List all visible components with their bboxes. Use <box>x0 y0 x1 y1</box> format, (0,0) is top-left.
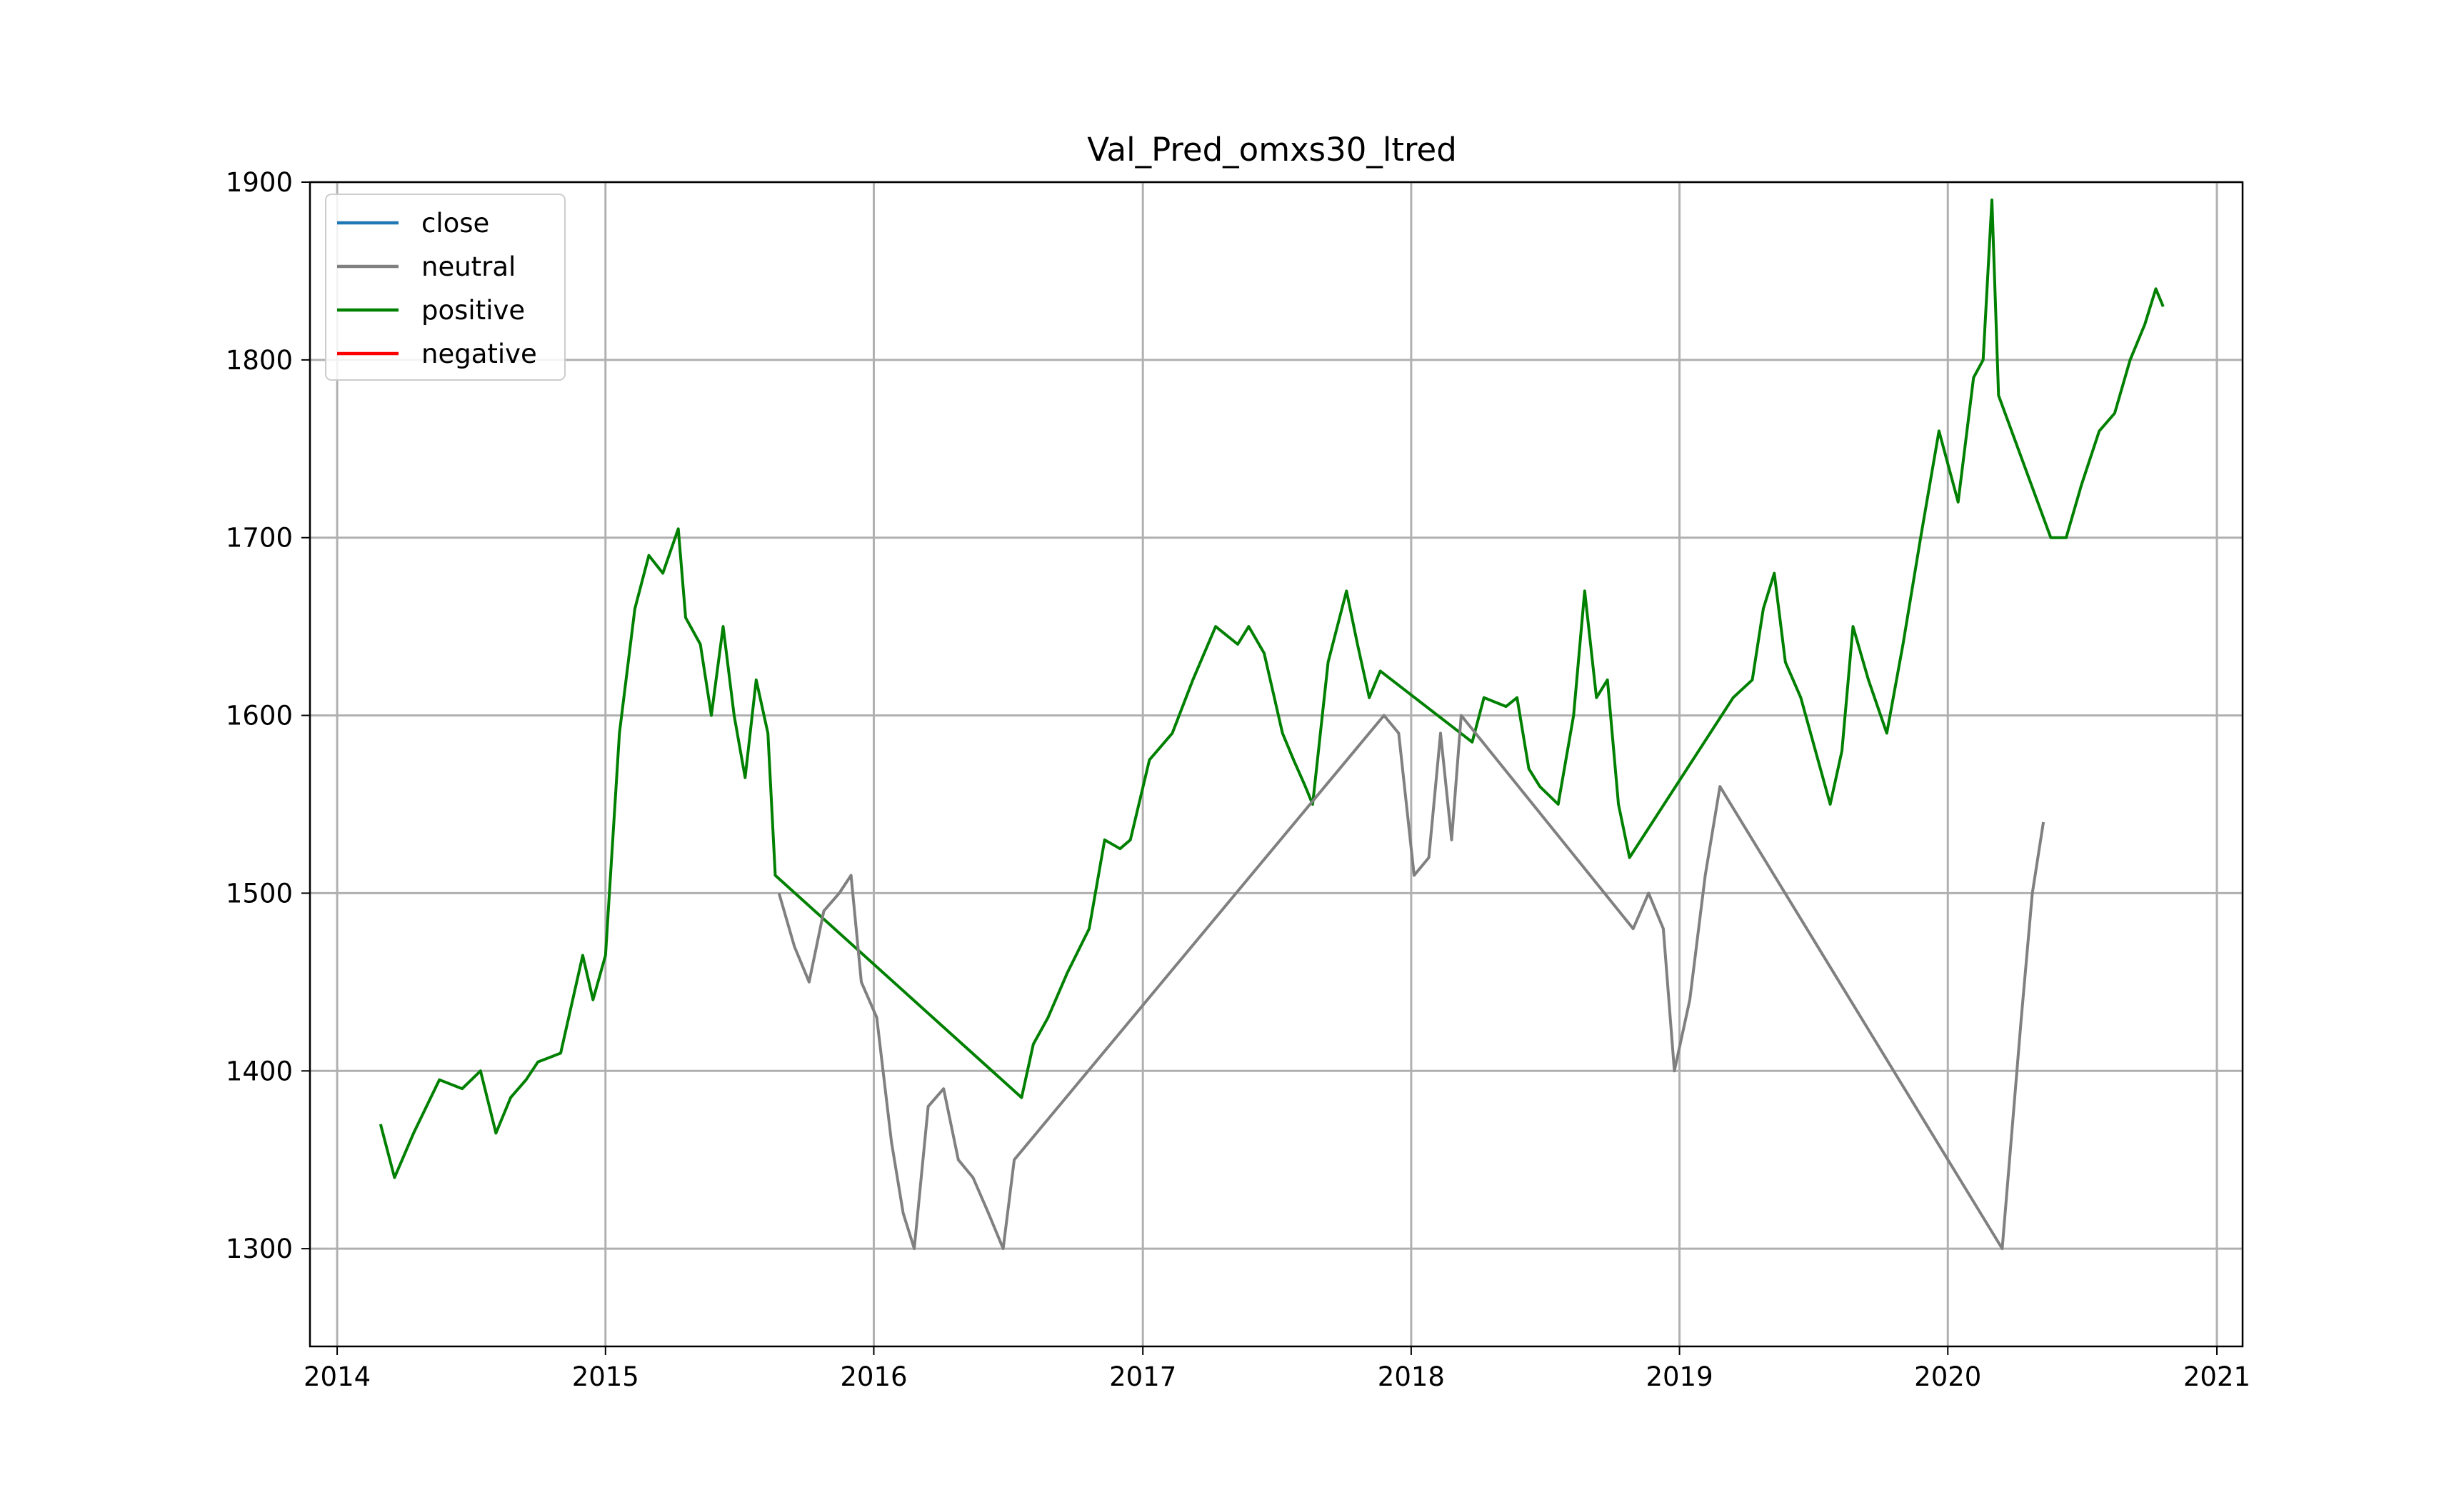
legend-label-close: close <box>421 208 489 239</box>
x-tick-label: 2016 <box>840 1361 907 1392</box>
x-tick-label: 2018 <box>1378 1361 1445 1392</box>
x-tick-label: 2019 <box>1646 1361 1713 1392</box>
x-tick-label: 2017 <box>1109 1361 1176 1392</box>
legend-label-positive: positive <box>421 295 525 326</box>
y-tick-label: 1600 <box>226 701 293 731</box>
x-tick-label: 2015 <box>572 1361 639 1392</box>
series-line-neutral <box>777 714 2045 1251</box>
legend-label-negative: negative <box>421 339 537 369</box>
y-tick-label: 1400 <box>226 1056 293 1086</box>
plot-area <box>379 198 2165 1251</box>
y-tick-label: 1900 <box>226 167 293 198</box>
legend-box <box>325 194 566 381</box>
y-tick-label: 1300 <box>226 1234 293 1264</box>
y-tick-label: 1500 <box>226 878 293 909</box>
x-tick-label: 2014 <box>304 1361 371 1392</box>
legend: close neutral positive negative <box>325 194 566 381</box>
y-tick-label: 1800 <box>226 345 293 376</box>
axes: 2014 2015 2016 2017 2018 2019 2020 2021 1300 1400… <box>226 167 2250 1392</box>
y-tick-label: 1700 <box>226 523 293 554</box>
chart-title: Val_Pred_omxs30_ltred <box>1087 131 1457 169</box>
axes-frame <box>309 181 2244 1348</box>
x-tick-label: 2020 <box>1914 1361 1981 1392</box>
series-line-positive <box>379 198 2165 1179</box>
legend-label-neutral: neutral <box>421 251 516 282</box>
x-tick-label: 2021 <box>2183 1361 2250 1392</box>
